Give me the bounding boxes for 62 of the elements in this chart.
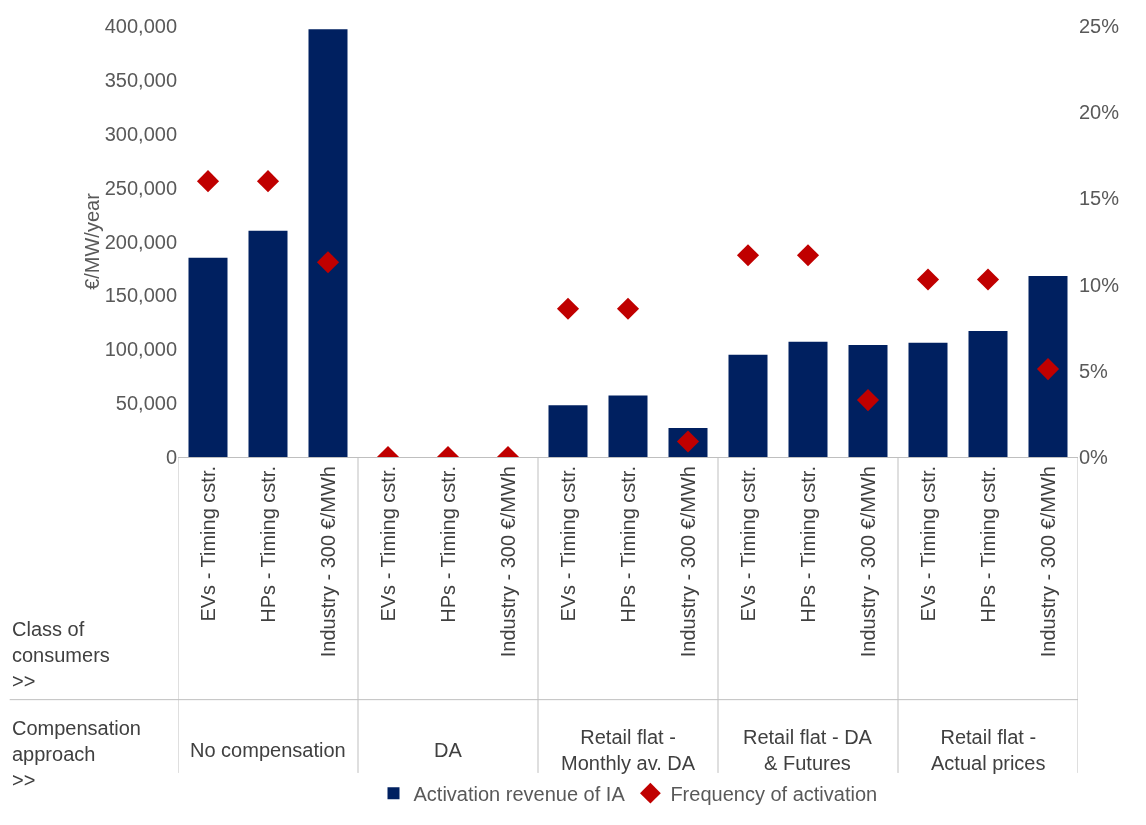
bar [608,395,648,457]
x-tick-label: Industry - 300 €/MWh [856,466,879,658]
text: Retail flat - Actual prices [931,726,1046,774]
y-tick-label: 250,000 [104,176,177,199]
text: DA [434,739,463,761]
bar [548,405,588,457]
text: No compensation [190,739,346,761]
point [916,268,940,291]
y-tick-label: 50,000 [115,392,177,415]
x-tick-label: EVs - Timing cstr. [196,466,219,622]
y2-tick-label: 0% [1079,446,1109,468]
point [196,170,220,193]
text: Compensation approach >> [12,717,141,791]
point [796,244,820,267]
y2-tick-label: 20% [1079,101,1120,124]
legend-label: Activation revenue of IA [413,782,626,805]
y2-tick-label: 25% [1079,15,1120,37]
y2-tick-label: 15% [1079,187,1120,210]
x-tick-label: HPs - Timing cstr. [616,466,639,623]
x-tick-label: EVs - Timing cstr. [916,466,939,622]
x-tick-label: EVs - Timing cstr. [376,466,399,622]
x-tick-label: Industry - 300 €/MWh [316,466,339,658]
bar [308,29,348,457]
y-tick-label: 0 [165,446,177,468]
point [316,251,340,274]
point [556,297,580,320]
x-tick-label: Industry - 300 €/MWh [496,466,519,658]
x-tick-label: EVs - Timing cstr. [556,466,579,622]
y-tick-label: 200,000 [104,230,177,253]
bar [728,354,768,457]
y-tick-label: 100,000 [104,338,177,361]
bar [848,344,888,457]
x-tick-label: HPs - Timing cstr. [436,466,459,623]
x-tick-label: Industry - 300 €/MWh [1036,466,1059,658]
bar [248,230,288,457]
point [1036,358,1060,381]
legend-label: Frequency of activation [670,782,878,805]
point [256,170,280,193]
x-tick-label: HPs - Timing cstr. [256,466,279,623]
text: Retail flat - DA & Futures [743,726,873,774]
y-tick-label: 350,000 [104,68,177,91]
text: Retail flat - Monthly av. DA [561,726,696,774]
bar [908,342,948,457]
bar [788,341,828,457]
point [856,389,880,412]
x-tick-label: EVs - Timing cstr. [736,466,759,622]
x-tick-label: HPs - Timing cstr. [976,466,999,623]
y-tick-label: 400,000 [104,15,177,37]
bar [968,330,1008,457]
y-axis-title: €/MW/year [80,192,103,290]
x-tick-label: HPs - Timing cstr. [796,466,819,623]
point [976,268,1000,291]
x-tick-label: Industry - 300 €/MWh [676,466,699,658]
y-tick-label: 300,000 [104,122,177,145]
y2-tick-label: 5% [1079,359,1109,382]
y-tick-label: 150,000 [104,284,177,307]
point [736,244,760,267]
bar [188,257,228,457]
y2-tick-label: 10% [1079,273,1120,296]
point [616,297,640,320]
text: Class of consumers >> [12,618,110,692]
bar [1028,275,1068,457]
